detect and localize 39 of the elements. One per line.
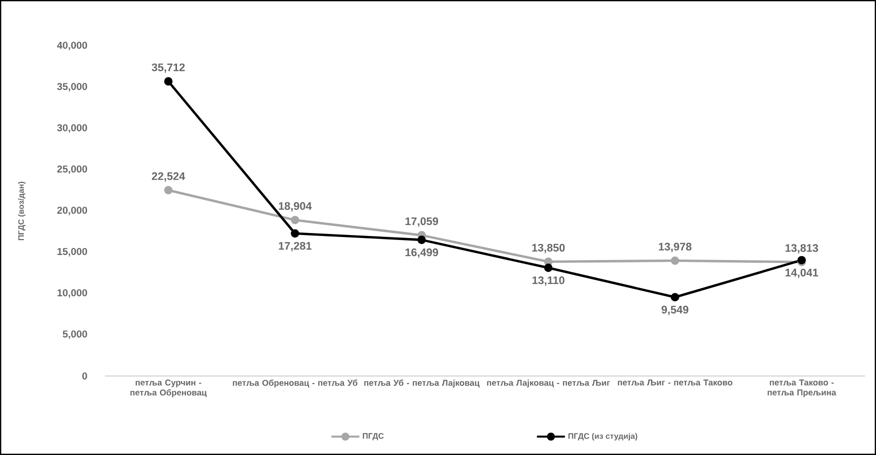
data-label: 9,549 xyxy=(662,306,688,316)
point xyxy=(544,258,553,266)
data-label: 13,978 xyxy=(658,242,692,252)
data-label: 18,904 xyxy=(278,202,312,212)
data-label: 22,524 xyxy=(152,172,186,182)
point xyxy=(417,236,426,244)
data-label: 13,850 xyxy=(532,244,565,254)
x-tick-label: петља Уб - петља Лајковац xyxy=(364,380,480,388)
y-tick-label: 0 xyxy=(82,372,88,380)
legend-label: ПГДС (из студија) xyxy=(568,432,638,440)
data-label: 17,281 xyxy=(278,242,312,252)
y-tick-label: 35,000 xyxy=(57,82,88,92)
y-tick-label: 5,000 xyxy=(62,330,88,340)
x-tick-label: петља Обреновац - петља Уб xyxy=(232,380,358,388)
data-label: 13,110 xyxy=(532,276,564,286)
x-tick-label: петља Таково - петља Прељина xyxy=(768,380,836,398)
x-tick-label: петља Лајковац - петља Љиг xyxy=(487,380,610,388)
point xyxy=(290,229,300,238)
point xyxy=(544,264,553,272)
point xyxy=(670,256,680,265)
x-tick-label: петља Сурчин - петља Обреновац xyxy=(130,380,207,398)
x-tick-label: петља Љиг - петља Таково xyxy=(618,380,732,386)
data-label: 16,499 xyxy=(406,248,438,258)
point xyxy=(670,293,680,302)
data-label: 13,813 xyxy=(786,244,818,254)
point xyxy=(164,186,173,194)
y-tick-label: 25,000 xyxy=(57,165,88,174)
data-label: 14,041 xyxy=(786,268,818,278)
y-tick-label: 30,000 xyxy=(57,124,88,133)
legend-label: ПГДС xyxy=(362,433,384,440)
y-tick-label: 15,000 xyxy=(58,248,88,257)
y-axis-title: ПГДС (воз/дан) xyxy=(18,182,26,240)
data-label: 35,712 xyxy=(152,63,185,73)
y-tick-label: 40,000 xyxy=(57,42,88,50)
y-tick-label: 20,000 xyxy=(57,206,88,216)
point xyxy=(164,77,173,86)
point xyxy=(290,216,300,224)
data-label: 17,059 xyxy=(406,217,438,227)
y-tick-label: 10,000 xyxy=(58,289,88,298)
